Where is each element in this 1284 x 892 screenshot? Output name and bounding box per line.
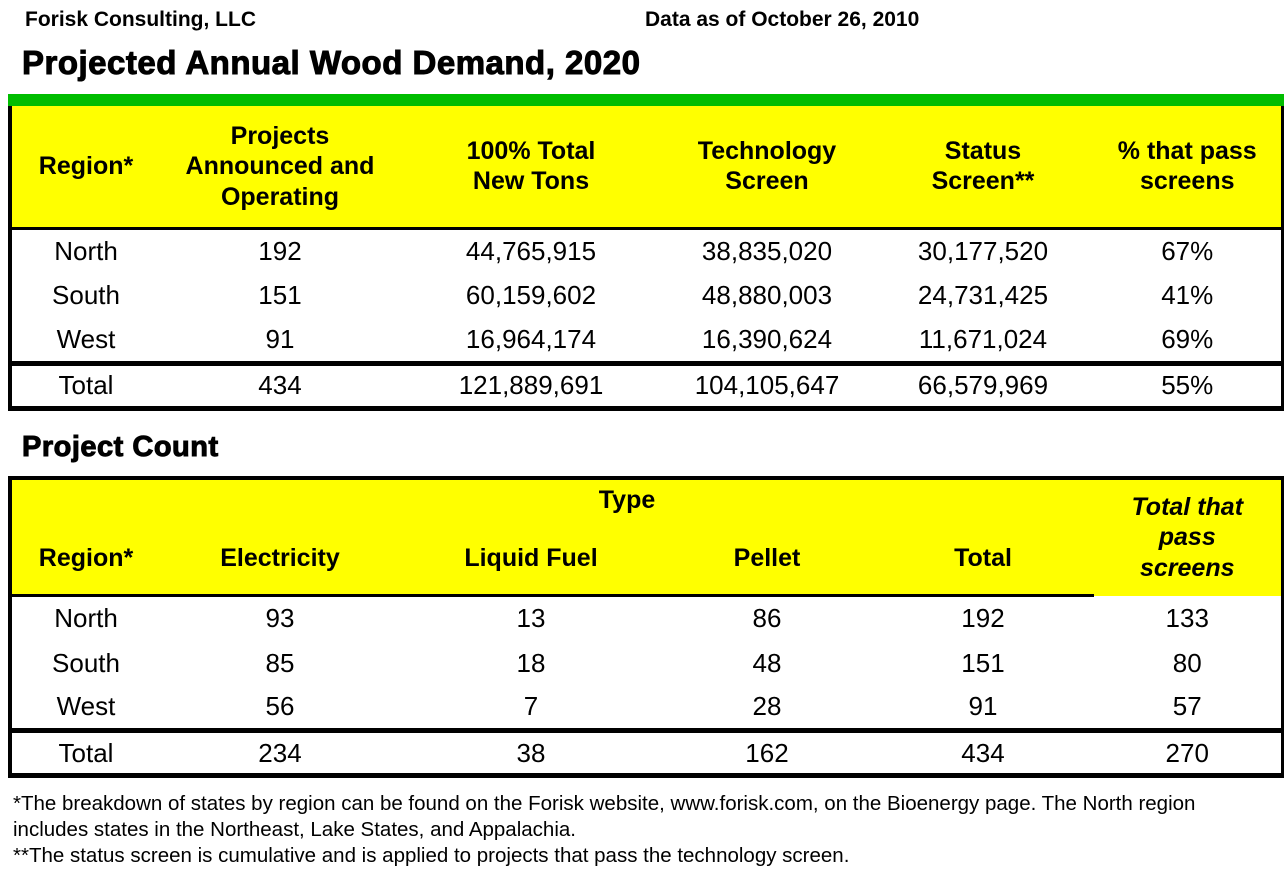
count-table-body: North 93 13 86 192 133 South 85 18 48 15… bbox=[10, 595, 1283, 776]
col-header-projects: Projects Announced and Operating bbox=[160, 106, 400, 230]
footnote-region-breakdown: *The breakdown of states by region can b… bbox=[13, 792, 1196, 842]
col-header-region: Region* bbox=[10, 521, 160, 597]
footnotes: *The breakdown of states by region can b… bbox=[13, 791, 1264, 869]
pct-pass-cell: 69% bbox=[1094, 318, 1283, 363]
type-header-row: Type Total that pass screens bbox=[10, 477, 1283, 596]
col-header-electricity: Electricity bbox=[160, 521, 400, 597]
pct-pass-cell: 41% bbox=[1094, 273, 1283, 318]
status-screen-cell: 11,671,024 bbox=[872, 318, 1094, 363]
region-cell: West bbox=[10, 318, 160, 363]
project-count-title: Project Count bbox=[22, 430, 219, 463]
col-header-liquid-fuel: Liquid Fuel bbox=[400, 521, 662, 597]
liquid-fuel-cell: 13 bbox=[400, 595, 662, 641]
liquid-fuel-cell: 7 bbox=[400, 685, 662, 731]
technology-screen-cell: 38,835,020 bbox=[662, 228, 872, 273]
footnote-status-screen: **The status screen is cumulative and is… bbox=[13, 844, 850, 868]
new-tons-cell: 16,964,174 bbox=[400, 318, 662, 363]
status-screen-cell: 66,579,969 bbox=[872, 360, 1094, 408]
region-cell: South bbox=[10, 640, 160, 686]
count-table-header: Type Total that pass screens Region* Ele… bbox=[10, 477, 1283, 597]
technology-screen-cell: 48,880,003 bbox=[662, 273, 872, 318]
pct-pass-cell: 55% bbox=[1094, 360, 1283, 408]
electricity-cell: 93 bbox=[160, 595, 400, 641]
electricity-cell: 234 bbox=[160, 728, 400, 776]
table-header-row: Region* Projects Announced and Operating… bbox=[10, 106, 1283, 230]
table-row-south: South 85 18 48 151 80 bbox=[10, 640, 1283, 686]
count-table-wrap: Type Total that pass screens Region* Ele… bbox=[8, 475, 1284, 778]
table-row-west: West 91 16,964,174 16,390,624 11,671,024… bbox=[10, 318, 1283, 363]
col-header-technology-screen: Technology Screen bbox=[662, 106, 872, 230]
region-cell: Total bbox=[10, 728, 160, 776]
table-row-total: Total 234 38 162 434 270 bbox=[10, 728, 1283, 776]
col-header-status-screen: Status Screen** bbox=[872, 106, 1094, 230]
col-header-region: Region* bbox=[10, 106, 160, 230]
project-count-table: Type Total that pass screens Region* Ele… bbox=[8, 475, 1284, 778]
total-pass-cell: 133 bbox=[1094, 595, 1283, 641]
green-divider-bar bbox=[8, 94, 1284, 106]
col-header-pellet: Pellet bbox=[662, 521, 872, 597]
total-pass-cell: 270 bbox=[1094, 728, 1283, 776]
pellet-cell: 162 bbox=[662, 728, 872, 776]
table-row-north: North 192 44,765,915 38,835,020 30,177,5… bbox=[10, 228, 1283, 273]
new-tons-cell: 60,159,602 bbox=[400, 273, 662, 318]
company-name: Forisk Consulting, LLC bbox=[25, 8, 256, 31]
total-cell: 151 bbox=[872, 640, 1094, 686]
new-tons-cell: 44,765,915 bbox=[400, 228, 662, 273]
demand-table-header: Region* Projects Announced and Operating… bbox=[10, 106, 1283, 230]
table-row-south: South 151 60,159,602 48,880,003 24,731,4… bbox=[10, 273, 1283, 318]
total-cell: 434 bbox=[872, 728, 1094, 776]
col-header-new-tons: 100% Total New Tons bbox=[400, 106, 662, 230]
demand-table-body: North 192 44,765,915 38,835,020 30,177,5… bbox=[10, 228, 1283, 408]
technology-screen-cell: 16,390,624 bbox=[662, 318, 872, 363]
demand-table: Region* Projects Announced and Operating… bbox=[8, 106, 1284, 411]
status-screen-cell: 30,177,520 bbox=[872, 228, 1094, 273]
region-cell: Total bbox=[10, 360, 160, 408]
table-row-north: North 93 13 86 192 133 bbox=[10, 595, 1283, 641]
liquid-fuel-cell: 18 bbox=[400, 640, 662, 686]
region-cell: West bbox=[10, 685, 160, 731]
total-cell: 91 bbox=[872, 685, 1094, 731]
col-header-pct-pass: % that pass screens bbox=[1094, 106, 1283, 230]
data-as-of-date: Data as of October 26, 2010 bbox=[645, 8, 920, 31]
pellet-cell: 48 bbox=[662, 640, 872, 686]
table-row-west: West 56 7 28 91 57 bbox=[10, 685, 1283, 731]
total-cell: 192 bbox=[872, 595, 1094, 641]
electricity-cell: 56 bbox=[160, 685, 400, 731]
empty-header-cell bbox=[10, 477, 160, 522]
projects-cell: 151 bbox=[160, 273, 400, 318]
pellet-cell: 28 bbox=[662, 685, 872, 731]
total-pass-cell: 57 bbox=[1094, 685, 1283, 731]
type-group-header: Type bbox=[160, 477, 1094, 522]
page-header: Forisk Consulting, LLC Data as of Octobe… bbox=[0, 0, 1284, 38]
technology-screen-cell: 104,105,647 bbox=[662, 360, 872, 408]
demand-table-wrap: Region* Projects Announced and Operating… bbox=[8, 106, 1284, 411]
status-screen-cell: 24,731,425 bbox=[872, 273, 1094, 318]
liquid-fuel-cell: 38 bbox=[400, 728, 662, 776]
col-header-total-pass: Total that pass screens bbox=[1094, 477, 1283, 596]
new-tons-cell: 121,889,691 bbox=[400, 360, 662, 408]
table-header-row: Region* Electricity Liquid Fuel Pellet T… bbox=[10, 521, 1283, 597]
projects-cell: 434 bbox=[160, 360, 400, 408]
col-header-total: Total bbox=[872, 521, 1094, 597]
region-cell: North bbox=[10, 228, 160, 273]
projects-cell: 192 bbox=[160, 228, 400, 273]
pellet-cell: 86 bbox=[662, 595, 872, 641]
electricity-cell: 85 bbox=[160, 640, 400, 686]
region-cell: North bbox=[10, 595, 160, 641]
projects-cell: 91 bbox=[160, 318, 400, 363]
pct-pass-cell: 67% bbox=[1094, 228, 1283, 273]
region-cell: South bbox=[10, 273, 160, 318]
table-row-total: Total 434 121,889,691 104,105,647 66,579… bbox=[10, 360, 1283, 408]
total-pass-cell: 80 bbox=[1094, 640, 1283, 686]
page-title: Projected Annual Wood Demand, 2020 bbox=[22, 44, 641, 82]
